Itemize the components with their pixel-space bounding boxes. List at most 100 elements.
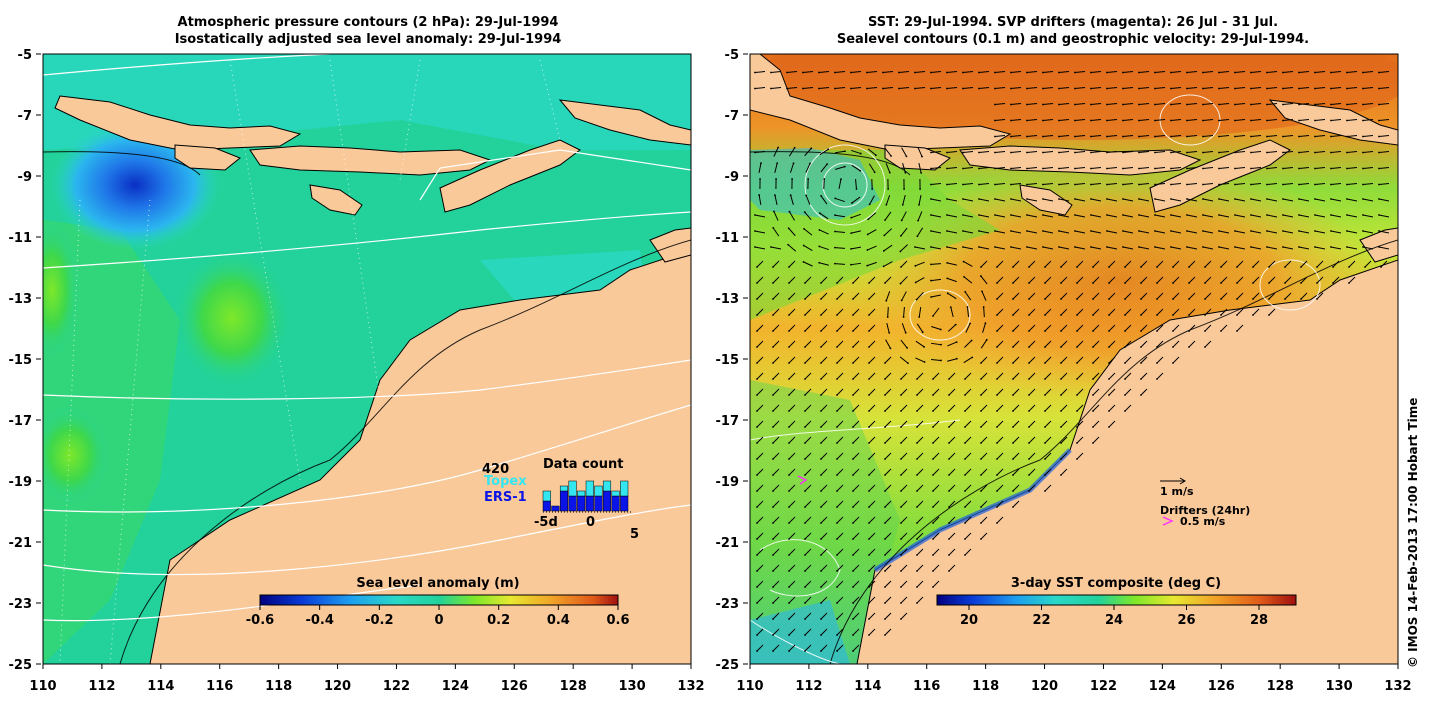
velocity-arrow bbox=[788, 340, 796, 348]
velocity-arrow-head bbox=[756, 426, 758, 428]
velocity-arrow bbox=[1028, 356, 1036, 364]
velocity-arrow-head bbox=[868, 570, 870, 572]
velocity-arrow-head bbox=[1138, 151, 1140, 154]
velocity-arrow bbox=[772, 452, 780, 460]
velocity-arrow bbox=[1362, 119, 1374, 121]
velocity-arrow-head bbox=[1202, 183, 1204, 186]
velocity-arrow-head bbox=[807, 178, 810, 180]
velocity-arrow-head bbox=[756, 410, 758, 412]
velocity-arrow bbox=[1236, 308, 1244, 316]
velocity-arrow-head bbox=[1076, 410, 1078, 412]
velocity-arrow bbox=[1010, 119, 1022, 121]
velocity-arrow bbox=[1362, 198, 1374, 202]
velocity-arrow bbox=[980, 420, 988, 428]
velocity-arrow-head bbox=[770, 87, 772, 90]
velocity-arrow bbox=[962, 230, 974, 234]
x-tick-label: 112 bbox=[88, 679, 115, 694]
velocity-arrow bbox=[804, 452, 812, 460]
velocity-arrow-head bbox=[994, 135, 996, 138]
velocity-arrow-head bbox=[852, 650, 854, 652]
velocity-arrow-head bbox=[1012, 490, 1014, 492]
velocity-arrow bbox=[1154, 87, 1166, 89]
velocity-arrow bbox=[1124, 276, 1132, 284]
velocity-arrow-head bbox=[962, 167, 964, 170]
velocity-arrow bbox=[788, 308, 796, 316]
velocity-arrow-head bbox=[978, 167, 980, 170]
velocity-arrow-head bbox=[1298, 167, 1300, 170]
velocity-arrow bbox=[1090, 183, 1102, 185]
velocity-arrow-head bbox=[1044, 346, 1046, 348]
velocity-arrow-head bbox=[981, 290, 983, 293]
velocity-arrow bbox=[930, 167, 942, 169]
velocity-arrow bbox=[1028, 308, 1036, 316]
velocity-arrow-head bbox=[836, 282, 838, 284]
velocity-arrow-head bbox=[804, 362, 806, 364]
velocity-arrow-head bbox=[1138, 103, 1140, 106]
velocity-arrow bbox=[1090, 151, 1102, 153]
velocity-arrow-head bbox=[1250, 151, 1252, 154]
velocity-arrow bbox=[756, 340, 764, 348]
velocity-arrow-head bbox=[836, 362, 838, 364]
velocity-arrow-head bbox=[859, 152, 862, 155]
velocity-arrow bbox=[902, 163, 906, 173]
velocity-arrow bbox=[964, 436, 972, 444]
data-count-topex-bar bbox=[542, 490, 551, 502]
velocity-arrow bbox=[1170, 183, 1182, 185]
velocity-arrow bbox=[946, 198, 958, 202]
velocity-arrow bbox=[978, 246, 990, 250]
velocity-arrow-head bbox=[868, 602, 870, 604]
velocity-arrow bbox=[1154, 198, 1166, 202]
y-tick-label: -5 bbox=[18, 48, 32, 63]
velocity-arrow bbox=[1076, 404, 1084, 412]
velocity-arrow-head bbox=[820, 394, 822, 396]
velocity-arrow-head bbox=[1138, 135, 1140, 138]
velocity-arrow-head bbox=[1058, 246, 1060, 248]
velocity-arrow-head bbox=[1268, 298, 1270, 300]
velocity-arrow bbox=[1282, 135, 1294, 137]
velocity-arrow bbox=[1012, 292, 1020, 300]
velocity-arrow-head bbox=[1060, 442, 1062, 444]
velocity-arrow-head bbox=[1220, 282, 1222, 284]
velocity-arrow bbox=[852, 564, 860, 572]
velocity-arrow bbox=[1346, 183, 1358, 185]
velocity-arrow-head bbox=[1106, 230, 1108, 232]
velocity-arrow bbox=[1282, 183, 1294, 185]
velocity-arrow-head bbox=[1330, 103, 1332, 106]
velocity-arrow-head bbox=[1156, 282, 1158, 284]
velocity-arrow bbox=[1076, 324, 1084, 332]
velocity-arrow-head bbox=[852, 378, 854, 380]
velocity-arrow-head bbox=[756, 378, 758, 380]
velocity-arrow bbox=[1330, 71, 1342, 73]
velocity-arrow-head bbox=[1076, 378, 1078, 380]
velocity-arrow bbox=[948, 532, 956, 540]
velocity-arrow bbox=[772, 227, 780, 237]
velocity-arrow bbox=[964, 452, 972, 460]
velocity-arrow-head bbox=[1362, 135, 1364, 138]
velocity-arrow-head bbox=[948, 538, 950, 540]
velocity-arrow-head bbox=[1058, 119, 1060, 122]
velocity-arrow-head bbox=[905, 155, 908, 158]
velocity-arrow-head bbox=[1236, 298, 1238, 300]
velocity-arrow-head bbox=[852, 362, 854, 364]
velocity-arrow-head bbox=[1300, 298, 1302, 300]
velocity-arrow-head bbox=[1250, 103, 1252, 106]
velocity-arrow bbox=[964, 484, 972, 492]
velocity-arrow bbox=[1282, 151, 1294, 153]
velocity-arrow-head bbox=[996, 346, 998, 348]
left-colorbar-ticks: -0.6 -0.4 -0.2 0 0.2 0.4 0.6 bbox=[246, 605, 630, 628]
velocity-arrow bbox=[1154, 167, 1166, 169]
velocity-arrow-head bbox=[1044, 442, 1046, 444]
y-tick-label: -23 bbox=[9, 597, 33, 612]
velocity-arrow bbox=[916, 484, 924, 492]
velocity-arrow-head bbox=[1042, 71, 1044, 74]
y-tick-label: -9 bbox=[18, 170, 32, 185]
velocity-arrow-head bbox=[948, 426, 950, 428]
velocity-arrow-head bbox=[884, 618, 886, 620]
velocity-arrow bbox=[1346, 151, 1358, 153]
velocity-arrow-head bbox=[1236, 314, 1238, 316]
velocity-arrow bbox=[1346, 119, 1358, 121]
x-tick-label: 112 bbox=[795, 679, 822, 694]
velocity-arrow-head bbox=[884, 410, 886, 412]
velocity-arrow bbox=[1154, 71, 1166, 73]
velocity-arrow-head bbox=[1092, 410, 1094, 412]
